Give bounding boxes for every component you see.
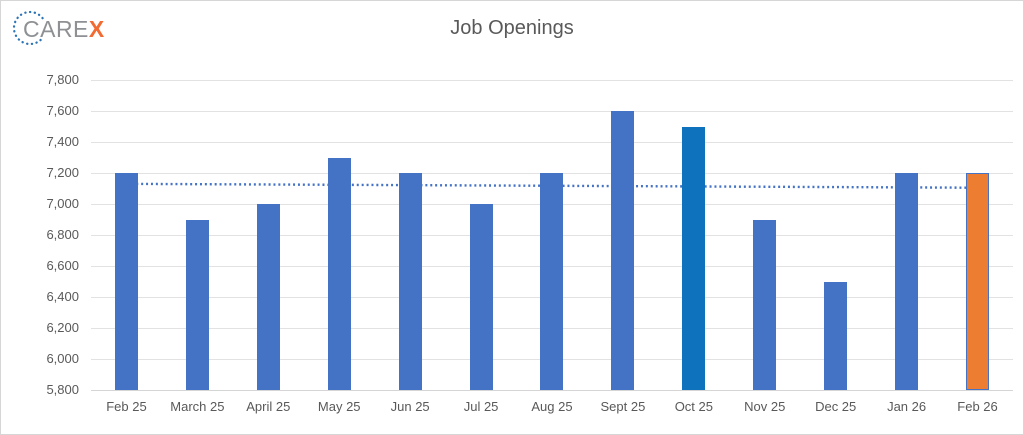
bar-slot — [304, 80, 375, 390]
gridline — [91, 389, 1013, 391]
bar-aug-25 — [540, 173, 564, 390]
bar-april-25 — [256, 204, 280, 390]
bar-may-25 — [327, 157, 351, 390]
bar-slot — [800, 80, 871, 390]
y-axis-label: 7,400 — [46, 134, 79, 149]
dotted-circle-icon — [12, 10, 44, 46]
y-axis-label: 6,200 — [46, 320, 79, 335]
bar-feb-26 — [966, 173, 990, 390]
bar-slot — [942, 80, 1013, 390]
bar-nov-25 — [753, 219, 777, 390]
bar-slot — [729, 80, 800, 390]
y-axis-label: 5,800 — [46, 382, 79, 397]
plot-area — [91, 79, 1013, 391]
bar-slot — [162, 80, 233, 390]
gridline — [91, 110, 1013, 112]
x-axis-label: Feb 25 — [106, 399, 147, 414]
y-axis-label: 7,600 — [46, 103, 79, 118]
bar-jan-26 — [895, 173, 919, 390]
logo-text-x: X — [88, 16, 105, 42]
x-axis-label: Sept 25 — [600, 399, 646, 414]
bar-slot — [517, 80, 588, 390]
bar-feb-25 — [114, 173, 138, 390]
bar-march-25 — [185, 219, 209, 390]
chart-title: Job Openings — [450, 17, 574, 39]
y-axis-label: 6,800 — [46, 227, 79, 242]
y-axis-label: 6,600 — [46, 258, 79, 273]
y-axis-label: 7,200 — [46, 165, 79, 180]
x-axis-label: May 25 — [317, 399, 361, 414]
x-axis-label: April 25 — [246, 399, 291, 414]
y-axis-label: 7,800 — [46, 72, 79, 87]
gridline — [91, 79, 1013, 81]
x-axis-label: Jun 25 — [390, 399, 430, 414]
bar-slot — [871, 80, 942, 390]
bar-oct-25 — [682, 126, 706, 390]
bar-slot — [658, 80, 729, 390]
bar-series — [91, 80, 1013, 390]
bar-slot — [375, 80, 446, 390]
bar-jul-25 — [469, 204, 493, 390]
bar-dec-25 — [824, 281, 848, 390]
x-axis-label: Jan 26 — [887, 399, 927, 414]
x-axis-label: Nov 25 — [744, 399, 786, 414]
bar-slot — [587, 80, 658, 390]
x-axis-label: Jul 25 — [463, 399, 499, 414]
x-axis-label: Aug 25 — [531, 399, 573, 414]
bar-sept-25 — [611, 111, 635, 390]
y-axis-label: 7,000 — [46, 196, 79, 211]
logo-text: CAREX — [23, 16, 105, 43]
logo-text-care: CARE — [23, 16, 89, 42]
bar-slot — [91, 80, 162, 390]
y-axis-label: 6,000 — [46, 351, 79, 366]
y-axis-label: 6,400 — [46, 289, 79, 304]
y-axis: 7,800 7,600 7,400 7,200 7,000 6,800 6,600 6,400… — [1, 73, 79, 397]
x-axis: Feb 25 March 25 April 25 May 25 Jun 25 Jul 25… — [91, 399, 1013, 414]
carex-logo: CAREX — [9, 6, 139, 52]
x-axis-label: Dec 25 — [815, 399, 857, 414]
gridline — [91, 141, 1013, 143]
x-axis-label: Oct 25 — [674, 399, 713, 414]
bar-slot — [446, 80, 517, 390]
x-axis-label: March 25 — [170, 399, 225, 414]
x-axis-label: Feb 26 — [957, 399, 998, 414]
bar-slot — [233, 80, 304, 390]
bar-jun-25 — [398, 173, 422, 390]
